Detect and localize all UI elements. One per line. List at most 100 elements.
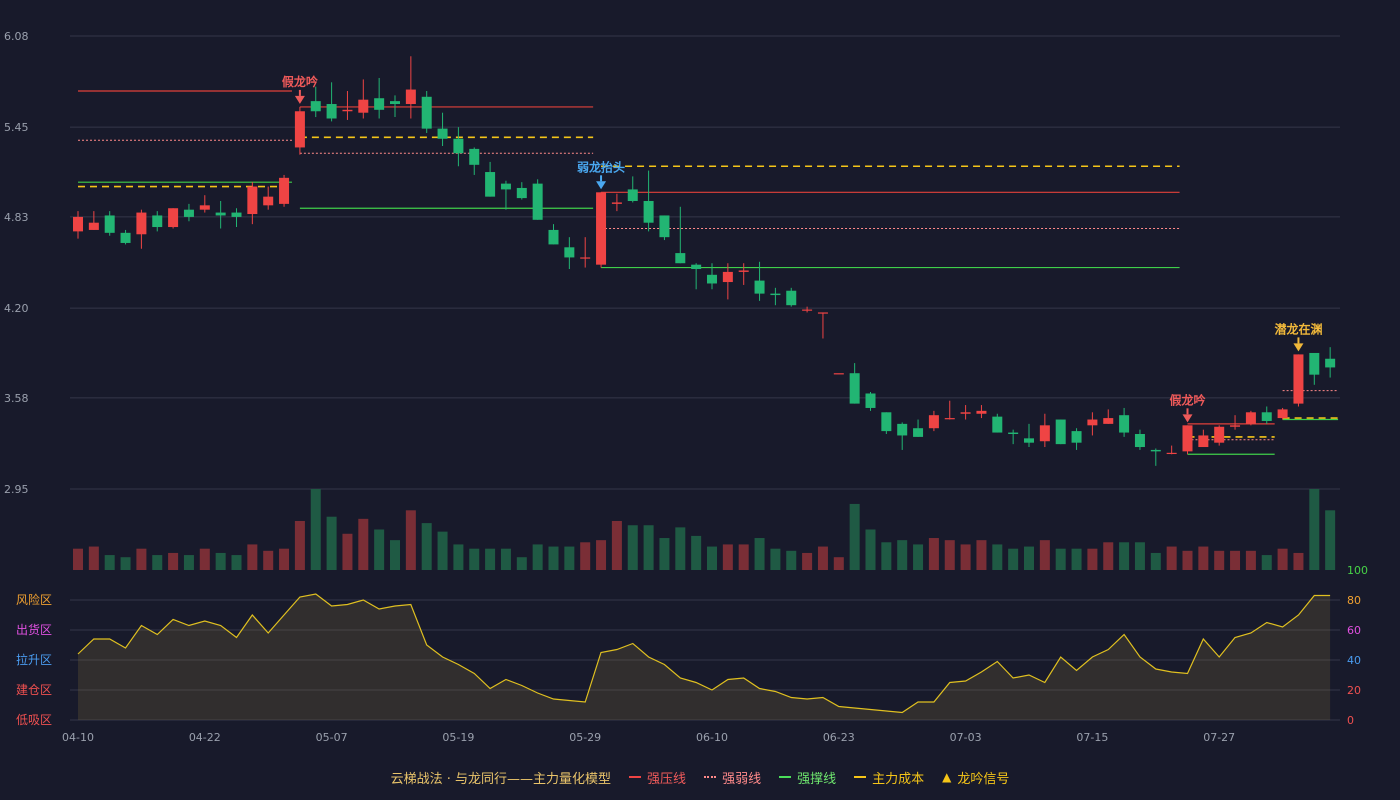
candle-body	[643, 200, 654, 223]
candle-body	[1166, 452, 1177, 455]
candle-body	[532, 183, 543, 220]
x-tick-label: 05-07	[316, 731, 348, 744]
candle-body	[1214, 426, 1225, 443]
legend-swatch-solid-red	[629, 776, 642, 778]
volume-bar	[627, 525, 638, 570]
candle-body	[279, 177, 290, 204]
candle-body	[294, 111, 305, 148]
osc-zone-label: 拉升区	[16, 652, 52, 667]
volume-bar	[358, 518, 369, 570]
volume-bar	[1277, 548, 1288, 570]
candle-body	[136, 212, 147, 235]
legend-item-main-cost[interactable]: 主力成本	[854, 768, 924, 787]
legend-item-strong-support[interactable]: 强撑线	[779, 768, 836, 787]
legend: 云梯战法 · 与龙同行——主力量化模型 强压线 强弱线 强撑线 主力成本 ▲ 龙…	[0, 766, 1400, 788]
candle-body	[770, 293, 781, 296]
osc-tick-label: 0	[1347, 714, 1354, 727]
volume-bar	[263, 550, 274, 570]
volume-bar	[1103, 542, 1114, 570]
price-tick-label: 4.83	[4, 211, 29, 224]
volume-bar	[1293, 552, 1304, 570]
candle-body	[342, 109, 353, 112]
volume-bar	[310, 489, 321, 570]
volume-bar	[516, 557, 527, 570]
candle-body	[1261, 412, 1272, 421]
price-tick-label: 6.08	[4, 30, 29, 43]
candle-body	[437, 128, 448, 139]
candle-body	[722, 271, 733, 283]
legend-item-strong-pressure[interactable]: 强压线	[629, 768, 686, 787]
candle-body	[913, 428, 924, 437]
volume-bar	[611, 520, 622, 570]
x-tick-label: 06-23	[823, 731, 855, 744]
candle-body	[802, 309, 813, 311]
candle-body	[675, 253, 686, 264]
osc-zone-label: 建仓区	[16, 683, 52, 697]
volume-bar	[1134, 542, 1145, 570]
volume-bar	[691, 535, 702, 570]
grid-lines	[70, 35, 1340, 721]
candle-body	[881, 412, 892, 432]
candle-body	[231, 212, 242, 217]
legend-label: 龙吟信号	[957, 771, 1010, 787]
volume-bar	[1024, 546, 1034, 570]
volume-bar	[120, 557, 131, 570]
volume-bar	[390, 540, 400, 570]
volume-bar	[532, 544, 543, 570]
volume-bar	[437, 531, 448, 570]
legend-item-dragon-signal[interactable]: ▲ 龙吟信号	[942, 768, 1009, 787]
legend-label: 主力成本	[872, 771, 925, 787]
volume-bar	[405, 510, 416, 570]
volume-bar	[564, 546, 575, 570]
volume-bar	[928, 538, 939, 570]
volume-bar	[1055, 548, 1066, 570]
candle-body	[405, 89, 416, 105]
volume-bar	[897, 540, 908, 570]
candle-body	[691, 264, 702, 270]
volume-bar	[817, 546, 828, 570]
volume-bar	[849, 503, 860, 570]
oscillator-area	[78, 594, 1331, 720]
candle-body	[627, 189, 638, 201]
oscillator-line	[77, 593, 1331, 714]
legend-label: 强撑线	[797, 771, 837, 787]
signal-arrow-icon	[1182, 414, 1193, 423]
candle-body	[1198, 435, 1209, 448]
candle-body	[469, 148, 480, 165]
legend-item-strong-weak[interactable]: 强弱线	[704, 768, 761, 787]
volume-bar	[1230, 550, 1241, 570]
volume-bar	[421, 523, 432, 570]
volume-bar	[1325, 510, 1336, 570]
candle-body	[849, 373, 860, 404]
candle-body	[500, 183, 511, 190]
volume-bar	[659, 538, 670, 570]
volume-bar	[881, 542, 892, 570]
volume-bar	[722, 544, 733, 570]
candle-body	[326, 104, 337, 119]
volume-bar	[1214, 550, 1225, 570]
candle-body	[754, 280, 765, 294]
x-tick-label: 05-29	[569, 731, 601, 744]
volume-bar	[596, 540, 607, 570]
volume-bar	[1071, 548, 1082, 570]
volume-bar	[976, 540, 987, 570]
candle-body	[738, 270, 749, 272]
legend-swatch-solid-green	[779, 776, 792, 778]
volume-bar	[279, 548, 290, 570]
signal-label: 假龙吟	[282, 74, 318, 89]
candle-body	[1134, 434, 1145, 448]
volume-bar	[548, 546, 559, 570]
osc-zone-label: 风险区	[16, 592, 52, 607]
axis-labels: 6.08 5.45 4.83 4.20 3.58 2.95 100 80 60 40 20 0 风险区出…	[4, 30, 1368, 744]
x-tick-label: 07-03	[950, 731, 982, 744]
candle-body	[247, 186, 258, 215]
x-tick-label: 04-10	[62, 731, 94, 744]
volume-bar	[1166, 546, 1177, 570]
level-lines	[78, 90, 1339, 455]
candle-body	[215, 212, 226, 216]
candle-body	[152, 215, 163, 228]
candle-body	[374, 98, 385, 110]
candle-body	[199, 205, 210, 210]
volume-bar	[88, 546, 99, 570]
